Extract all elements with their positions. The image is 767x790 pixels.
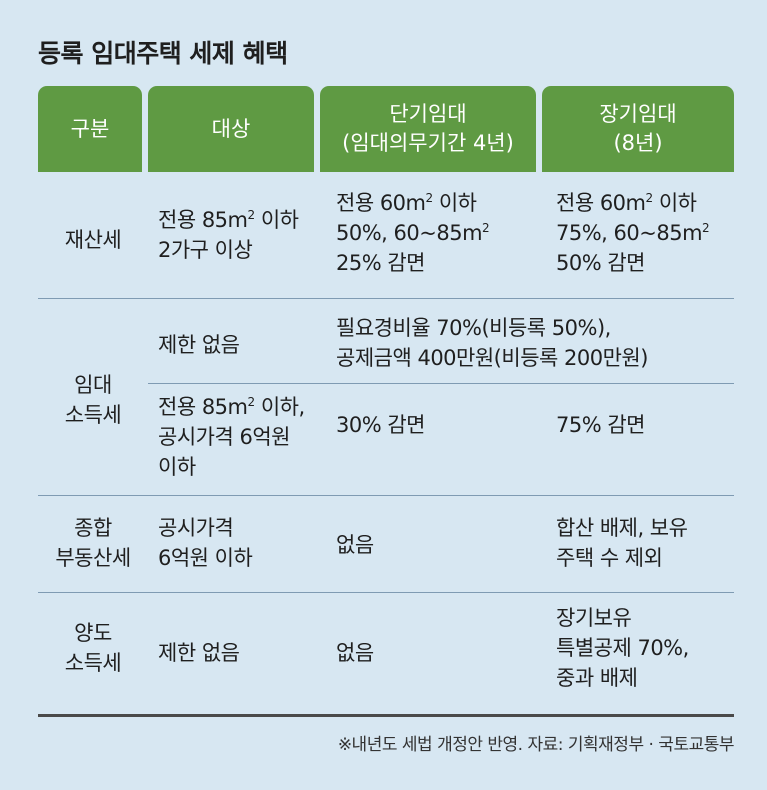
page-title: 등록 임대주택 세제 혜택 [38,39,288,68]
transfer-tax-long-line2: 특별공제 70%, [556,636,689,660]
rental-income-tax-category-line2: 소득세 [64,403,122,427]
row-rental-income-tax-category: 임대 소득세 [38,370,148,430]
property-tax-short-line3: 25% 감면 [336,251,426,275]
header-short-term-line1: 단기임대 [389,102,467,126]
header-long-term: 장기임대 (8년) [542,86,734,172]
source-footnote: ※내년도 세법 개정안 반영. 자료: 기획재정부 · 국토교통부 [337,735,735,755]
property-tax-long-line1: 전용 60m2 이하 [556,191,697,215]
transfer-tax-long: 장기보유 특별공제 70%, 중과 배제 [556,603,689,693]
row-property-tax-category: 재산세 [64,228,122,252]
rental-income-tax-b-target-line2: 공시가격 6억원 [158,425,290,449]
comprehensive-tax-long-line1: 합산 배제, 보유 [556,516,688,540]
header-long-term-line2: (8년) [613,131,663,155]
transfer-tax-target: 제한 없음 [158,641,240,665]
header-short-term-line2: (임대의무기간 4년) [342,131,514,155]
row-divider [38,495,734,496]
header-target: 대상 [148,86,314,172]
transfer-tax-category-line1: 양도 [74,621,112,645]
header-short-term: 단기임대 (임대의무기간 4년) [320,86,536,172]
row-divider [38,298,734,299]
rental-income-tax-category-line1: 임대 [74,373,112,397]
rental-income-tax-b-target: 전용 85m2 이하, 공시가격 6억원 이하 [158,392,305,482]
header-category-label: 구분 [70,116,110,141]
comprehensive-tax-target-line2: 6억원 이하 [158,546,253,570]
transfer-tax-category-line2: 소득세 [64,651,122,675]
comprehensive-tax-category-line1: 종합 [74,516,112,540]
property-tax-short-line1: 전용 60m2 이하 [336,191,477,215]
rental-income-tax-b-target-line1: 전용 85m2 이하, [158,395,305,419]
rental-income-tax-b-target-line3: 이하 [158,455,196,479]
row-divider [38,592,734,593]
property-tax-target-line1: 전용 85m2 이하 [158,208,299,232]
row-property-tax-long: 전용 60m2 이하 75%, 60~85m2 50% 감면 [556,188,710,278]
property-tax-target-line2: 2가구 이상 [158,238,253,262]
comprehensive-tax-category-line2: 부동산세 [55,546,131,570]
rental-income-tax-a-benefit-line1: 필요경비율 70%(비등록 50%), [336,316,611,340]
header-long-term-line1: 장기임대 [599,102,677,126]
header-category: 구분 [38,86,142,172]
property-tax-short-line2: 50%, 60~85m2 [336,221,490,245]
subrow-divider [148,383,734,384]
comprehensive-tax-target-line1: 공시가격 [158,516,234,540]
comprehensive-tax-short: 없음 [336,533,374,557]
comprehensive-tax-long: 합산 배제, 보유 주택 수 제외 [556,513,688,573]
property-tax-long-line3: 50% 감면 [556,251,646,275]
property-tax-long-line2: 75%, 60~85m2 [556,221,710,245]
rental-income-tax-b-short: 30% 감면 [336,413,426,437]
transfer-tax-long-line1: 장기보유 [556,606,632,630]
comprehensive-tax-target: 공시가격 6억원 이하 [158,513,253,573]
table-bottom-rule [38,714,734,717]
comprehensive-tax-long-line2: 주택 수 제외 [556,546,663,570]
row-property-tax-short: 전용 60m2 이하 50%, 60~85m2 25% 감면 [336,188,490,278]
transfer-tax-long-line3: 중과 배제 [556,666,638,690]
header-target-label: 대상 [211,116,251,141]
row-transfer-tax-category: 양도 소득세 [38,618,148,678]
rental-income-tax-a-target: 제한 없음 [158,333,240,357]
transfer-tax-short: 없음 [336,641,374,665]
rental-income-tax-a-benefit: 필요경비율 70%(비등록 50%), 공제금액 400만원(비등록 200만원… [336,313,648,373]
row-property-tax-target: 전용 85m2 이하 2가구 이상 [158,205,299,265]
rental-income-tax-b-long: 75% 감면 [556,413,646,437]
row-comprehensive-tax-category: 종합 부동산세 [38,513,148,573]
rental-income-tax-a-benefit-line2: 공제금액 400만원(비등록 200만원) [336,346,648,370]
